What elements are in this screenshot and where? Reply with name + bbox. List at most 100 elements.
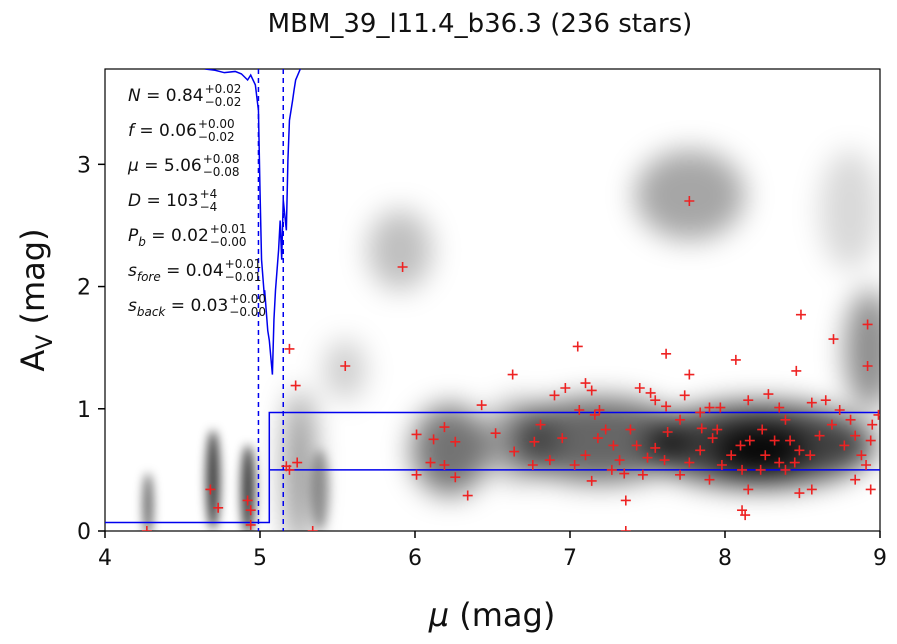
star-point <box>637 469 648 480</box>
star-point <box>642 452 653 463</box>
annotation-value: = 0.06 <box>134 121 197 141</box>
star-point <box>606 464 617 475</box>
star-point <box>865 484 876 495</box>
likelihood-curve <box>204 69 301 375</box>
star-point <box>850 474 861 485</box>
y-label-subscript: V <box>33 335 58 350</box>
star-point <box>794 445 805 456</box>
star-point <box>594 405 605 415</box>
annotation-lower: −0.08 <box>203 165 240 179</box>
x-tick-label: 7 <box>563 546 577 571</box>
star-point <box>544 455 555 466</box>
annotation-symbol: μ <box>127 156 139 176</box>
extinction-model <box>105 411 880 524</box>
annotation-value: = 0.03 <box>165 296 228 316</box>
annotation: sback = 0.03 <box>128 296 228 319</box>
star-point <box>141 526 152 531</box>
star-point <box>730 354 741 365</box>
star-point <box>755 464 766 475</box>
star-point <box>743 484 754 495</box>
star-point <box>834 405 845 415</box>
star-point <box>695 445 706 456</box>
star-point <box>850 430 861 441</box>
star-point <box>245 519 256 530</box>
star-point <box>726 450 737 461</box>
star-point <box>425 457 436 468</box>
annotation-value: = 103 <box>141 191 199 211</box>
star-point <box>769 435 780 446</box>
star-point <box>760 450 771 461</box>
star-point <box>856 450 867 461</box>
star-point <box>428 434 439 445</box>
star-point <box>695 407 706 418</box>
annotation-symbol-sub: fore <box>137 270 161 284</box>
star-point <box>650 395 661 406</box>
star-point <box>684 369 695 380</box>
star-point <box>715 402 726 413</box>
star-point <box>645 387 656 398</box>
annotation-symbol-sub: b <box>138 235 146 249</box>
star-point <box>814 430 825 441</box>
star-point <box>292 457 303 468</box>
star-point <box>743 395 754 406</box>
annotation-upper: +0.01 <box>225 257 262 271</box>
star-point <box>527 460 538 470</box>
x-tick-label: 5 <box>253 546 267 571</box>
star-point <box>735 440 746 451</box>
star-point <box>740 510 751 521</box>
annotation-lower: −0.00 <box>229 305 266 319</box>
star-point <box>774 402 785 413</box>
star-point <box>340 361 351 371</box>
annotation: N = 0.84 <box>128 86 204 106</box>
plot-area <box>105 69 880 531</box>
annotation-lower: −0.00 <box>210 235 247 249</box>
annotation-lower: −0.02 <box>198 130 235 144</box>
star-point <box>806 484 817 495</box>
y-tick-label: 2 <box>77 276 91 301</box>
star-point <box>625 424 636 435</box>
star-point <box>462 490 473 501</box>
chart-title: MBM_39_l11.4_b36.3 (236 stars) <box>268 9 693 39</box>
star-point <box>861 460 872 470</box>
star-point <box>805 450 816 461</box>
star-point <box>560 383 571 393</box>
annotation-symbol: f <box>128 121 137 141</box>
star-point <box>439 460 450 470</box>
star-point <box>862 319 873 330</box>
x-tick-label: 8 <box>718 546 732 571</box>
annotation-upper: +4 <box>200 187 218 201</box>
annotation-symbol: P <box>128 226 139 246</box>
star-point <box>780 464 791 475</box>
y-axis-label: AV (mag) <box>14 228 58 371</box>
star-point <box>507 369 518 380</box>
y-tick-label: 0 <box>77 520 91 545</box>
star-point <box>763 389 774 400</box>
star-point <box>614 455 625 466</box>
star-point <box>862 361 873 371</box>
star-point <box>684 457 695 468</box>
star-point <box>213 502 224 513</box>
star-point <box>675 414 686 425</box>
star-point <box>411 469 422 480</box>
star-point <box>704 402 715 413</box>
star-point <box>785 435 796 446</box>
annotation: μ = 5.06 <box>127 156 202 176</box>
annotation: sfore = 0.04 <box>128 261 224 284</box>
annotation-value: = 0.04 <box>161 261 224 281</box>
star-point <box>574 405 585 415</box>
star-point <box>634 383 645 393</box>
star-point <box>242 495 253 506</box>
star-point <box>789 457 800 468</box>
star-point <box>549 390 560 401</box>
star-point <box>661 401 672 412</box>
star-point <box>620 495 631 506</box>
annotation-symbol: s <box>128 261 137 281</box>
star-point <box>290 380 301 391</box>
star-point <box>865 435 876 446</box>
y-tick-label: 1 <box>77 398 91 423</box>
star-point <box>774 457 785 468</box>
star-point <box>509 446 520 457</box>
annotation-upper: +0.00 <box>198 117 235 131</box>
annotation-symbol-sub: back <box>137 305 167 319</box>
annotation-lower: −0.01 <box>225 270 262 284</box>
